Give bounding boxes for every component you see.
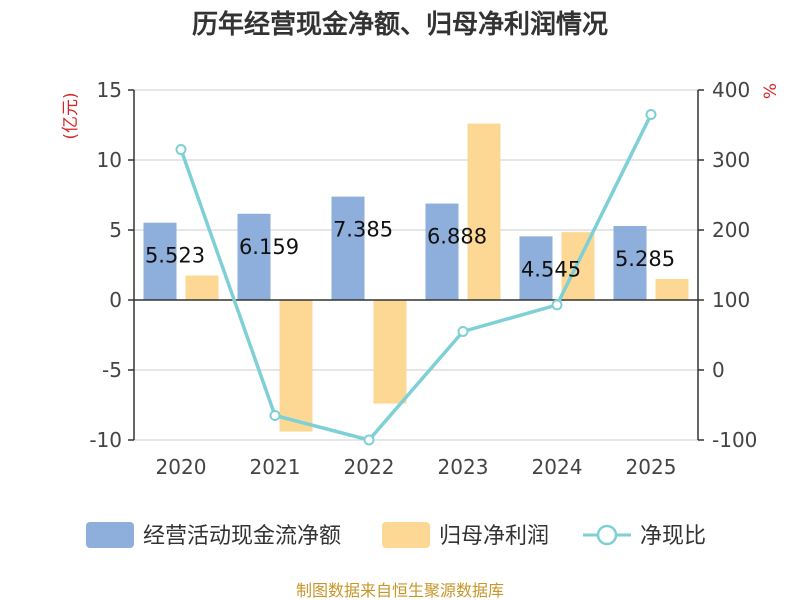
source-note: 制图数据来自恒生聚源数据库 <box>296 581 504 600</box>
ratio-point <box>363 434 375 446</box>
data-labels: 5.523 6.159 7.385 6.888 4.545 5.285 <box>145 218 675 282</box>
ratio-line <box>179 113 653 442</box>
axes: 15 10 5 0 -5 -10 400 300 200 100 0 -100 2020 2021 2022… <box>89 78 757 479</box>
legend-swatch-ratio-marker <box>596 524 618 546</box>
x-tick-label: 2021 <box>250 455 301 479</box>
x-tick-label: 2020 <box>156 455 207 479</box>
data-label-cash: 6.888 <box>427 225 487 249</box>
bar-profit <box>279 300 313 432</box>
bar-cash <box>331 196 365 300</box>
legend-swatch-profit <box>382 522 430 548</box>
data-label-cash: 6.159 <box>239 235 299 259</box>
data-label-cash: 5.285 <box>615 247 675 271</box>
left-tick-label: 0 <box>109 288 122 312</box>
bar-profit <box>467 123 501 300</box>
bar-cash <box>425 203 459 300</box>
bar-cash <box>519 236 553 300</box>
ratio-point <box>269 410 281 421</box>
right-tick-label: 200 <box>712 218 750 242</box>
right-tick-label: 100 <box>712 288 750 312</box>
ratio-point <box>551 299 563 311</box>
x-tick-label: 2022 <box>344 455 395 479</box>
ratio-point <box>175 144 187 155</box>
data-label-cash: 5.523 <box>145 244 205 268</box>
ratio-line-series <box>175 109 657 446</box>
legend-label-ratio[interactable]: 净现比 <box>640 524 706 549</box>
bar-profit <box>185 275 219 300</box>
right-tick-label: -100 <box>712 428 757 452</box>
right-axis-unit: % <box>761 83 781 99</box>
legend-label-cash[interactable]: 经营活动现金流净额 <box>143 524 341 549</box>
legend[interactable]: 经营活动现金流净额 归母净利润 净现比 <box>86 522 706 549</box>
right-tick-label: 400 <box>712 78 750 102</box>
x-tick-label: 2023 <box>438 455 489 479</box>
bar-series <box>143 123 689 432</box>
left-tick-label: -10 <box>89 428 122 452</box>
ratio-point <box>457 326 469 337</box>
bar-profit <box>655 279 689 300</box>
left-tick-label: 10 <box>97 148 122 172</box>
left-axis-unit: (亿元) <box>61 92 81 139</box>
data-label-cash: 4.545 <box>521 257 581 281</box>
right-tick-label: 0 <box>712 358 725 382</box>
x-tick-label: 2024 <box>532 455 583 479</box>
chart-title: 历年经营现金净额、归母净利润情况 <box>192 9 608 40</box>
data-label-cash: 7.385 <box>333 218 393 242</box>
right-tick-label: 300 <box>712 148 750 172</box>
bar-cash <box>237 213 271 300</box>
left-tick-label: 5 <box>109 218 122 242</box>
bar-cash <box>613 226 647 300</box>
bar-cash <box>143 222 177 300</box>
left-tick-label: -5 <box>102 358 122 382</box>
left-tick-label: 15 <box>97 78 122 102</box>
legend-swatch-cash <box>86 522 134 548</box>
legend-label-profit[interactable]: 归母净利润 <box>439 524 549 549</box>
ratio-point <box>645 109 657 120</box>
bar-profit <box>373 300 407 404</box>
x-tick-label: 2025 <box>626 455 677 479</box>
